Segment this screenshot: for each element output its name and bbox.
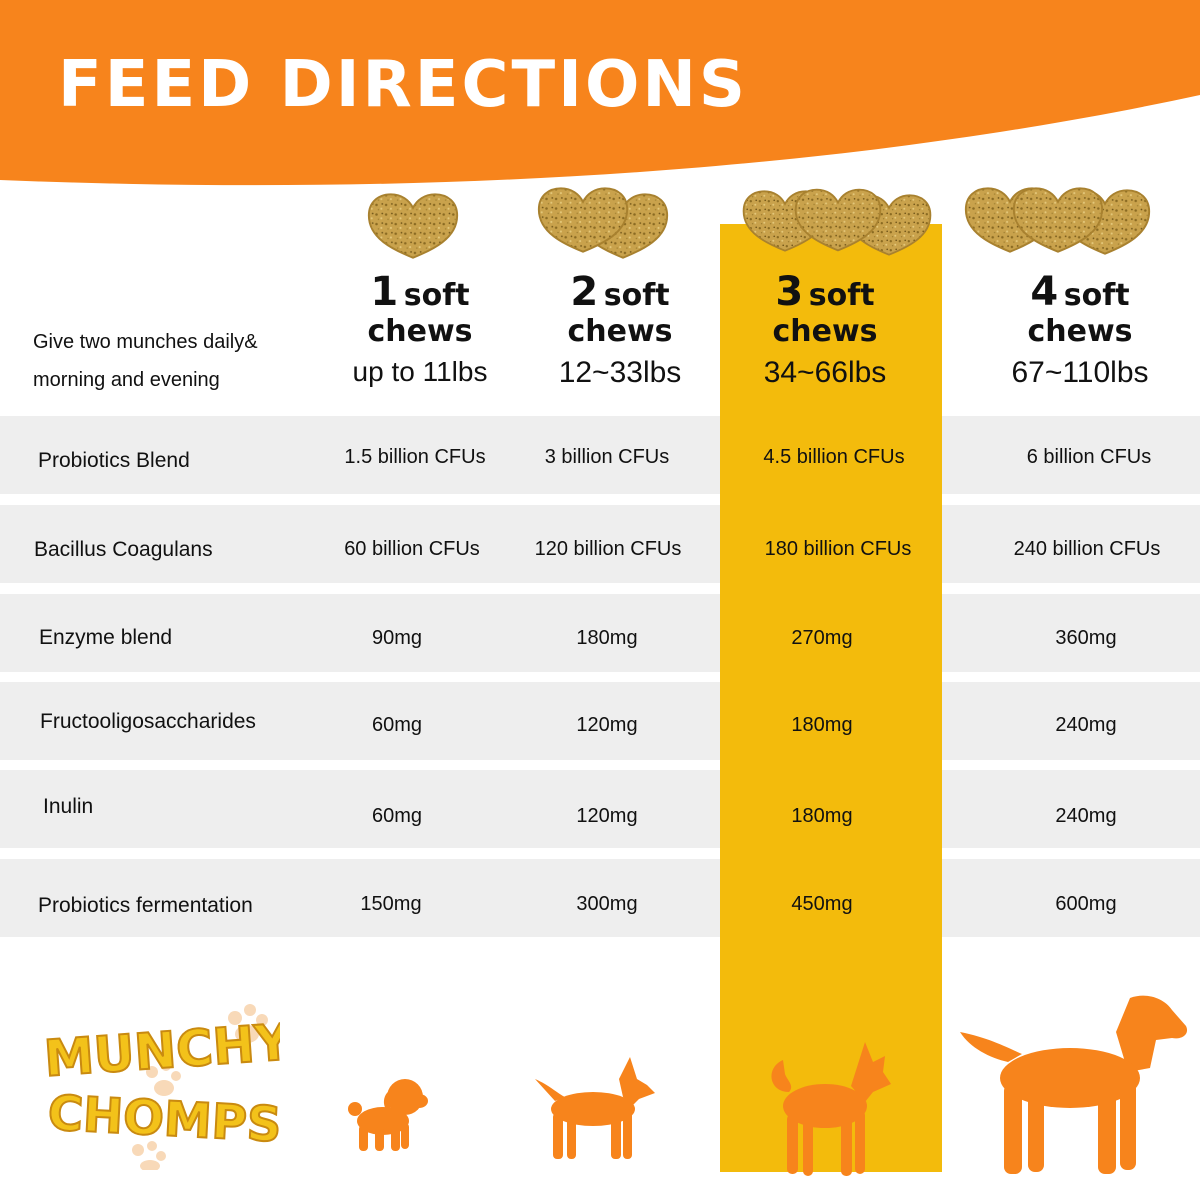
heart-chew-icon [1010, 186, 1106, 254]
table-cell: 180mg [791, 714, 853, 736]
chews-2 [535, 186, 675, 262]
heart-chew-icon [365, 192, 461, 260]
dog-silhouette-icon [348, 1079, 428, 1151]
table-row [0, 416, 1200, 494]
chews-4 [962, 186, 1200, 262]
table-cell: 150mg [360, 893, 422, 915]
chew-label: chews [367, 314, 473, 349]
table-cell: 60mg [371, 714, 423, 736]
column-head-4: 4 soft chews 67~110lbs [970, 272, 1190, 390]
table-cell: 180 billion CFUs [764, 538, 912, 560]
chew-label: chews [567, 314, 673, 349]
row-label: Probiotics Blend [38, 449, 190, 472]
table-cell: 6 billion CFUs [1026, 446, 1152, 468]
column-head-1: 1 soft chews up to 11lbs [320, 272, 520, 388]
dog-silhouette-icon [771, 1042, 891, 1176]
table-cell: 180mg [576, 627, 638, 649]
column-head-2: 2 soft chews 12~33lbs [510, 272, 730, 390]
highlight-column-overlay [720, 414, 942, 938]
chew-soft: soft [403, 278, 470, 313]
table-row [0, 594, 1200, 672]
table-cell: 90mg [371, 627, 423, 649]
dog-silhouette-icon [535, 1057, 655, 1159]
table-cell: 450mg [791, 893, 853, 915]
brand-logo: MUNCHY CHOMPS [41, 1004, 280, 1170]
table-row [0, 859, 1200, 937]
chew-count: 1 [370, 269, 399, 315]
chew-count: 2 [570, 269, 599, 315]
table-cell: 3 billion CFUs [544, 446, 670, 468]
row-label: Enzyme blend [39, 626, 173, 649]
table-cell: 180mg [791, 805, 853, 827]
chew-soft: soft [808, 278, 875, 313]
table-cell: 360mg [1055, 627, 1117, 649]
chew-soft: soft [1063, 278, 1130, 313]
weight-range: 12~33lbs [558, 356, 682, 389]
heart-chew-icon [535, 186, 631, 254]
chew-count: 3 [775, 269, 804, 315]
instructions-line-2: morning and evening [33, 369, 220, 391]
table-row [0, 505, 1200, 583]
table-row [0, 682, 1200, 760]
table-cell: 120mg [576, 714, 638, 736]
table-cell: 240mg [1055, 805, 1117, 827]
brand-line-2: CHOMPS [46, 1085, 280, 1153]
column-head-3: 3 soft chews 34~66lbs [720, 272, 930, 390]
chews-1 [365, 190, 465, 262]
table-cell: 240mg [1055, 714, 1117, 736]
dog-silhouette-icon [960, 995, 1188, 1174]
chew-label: chews [1027, 314, 1133, 349]
weight-range: up to 11lbs [352, 356, 488, 387]
header-band [0, 0, 1200, 186]
table-row [0, 770, 1200, 848]
paw-print-icon [132, 1004, 268, 1170]
chew-count: 4 [1030, 269, 1059, 315]
table-cell: 240 billion CFUs [1013, 538, 1161, 560]
table-cell: 120mg [576, 805, 638, 827]
chew-label: chews [772, 314, 878, 349]
table-cell: 300mg [576, 893, 638, 915]
table-cell: 600mg [1055, 893, 1117, 915]
table-cell: 120 billion CFUs [534, 538, 682, 560]
page-title: FEED DIRECTIONS [58, 48, 748, 122]
brand-line-1: MUNCHY [42, 1013, 280, 1088]
table-cell: 4.5 billion CFUs [763, 446, 905, 468]
row-label: Probiotics fermentation [38, 894, 253, 917]
row-label: Fructooligosaccharides [40, 710, 256, 733]
table-cell: 60 billion CFUs [344, 538, 480, 560]
instructions-line-1: Give two munches daily& [33, 331, 258, 353]
heart-chew-icon [792, 186, 884, 254]
dosage-instructions: Give two munches daily& morning and even… [33, 323, 333, 399]
table-cell: 270mg [791, 627, 853, 649]
weight-range: 67~110lbs [1011, 356, 1149, 389]
table-cell: 1.5 billion CFUs [344, 446, 486, 468]
weight-range: 34~66lbs [763, 356, 887, 389]
chews-3 [740, 186, 940, 262]
table-cell: 60mg [371, 805, 423, 827]
row-label: Inulin [43, 795, 94, 818]
row-label: Bacillus Coagulans [34, 538, 213, 561]
chew-soft: soft [603, 278, 670, 313]
